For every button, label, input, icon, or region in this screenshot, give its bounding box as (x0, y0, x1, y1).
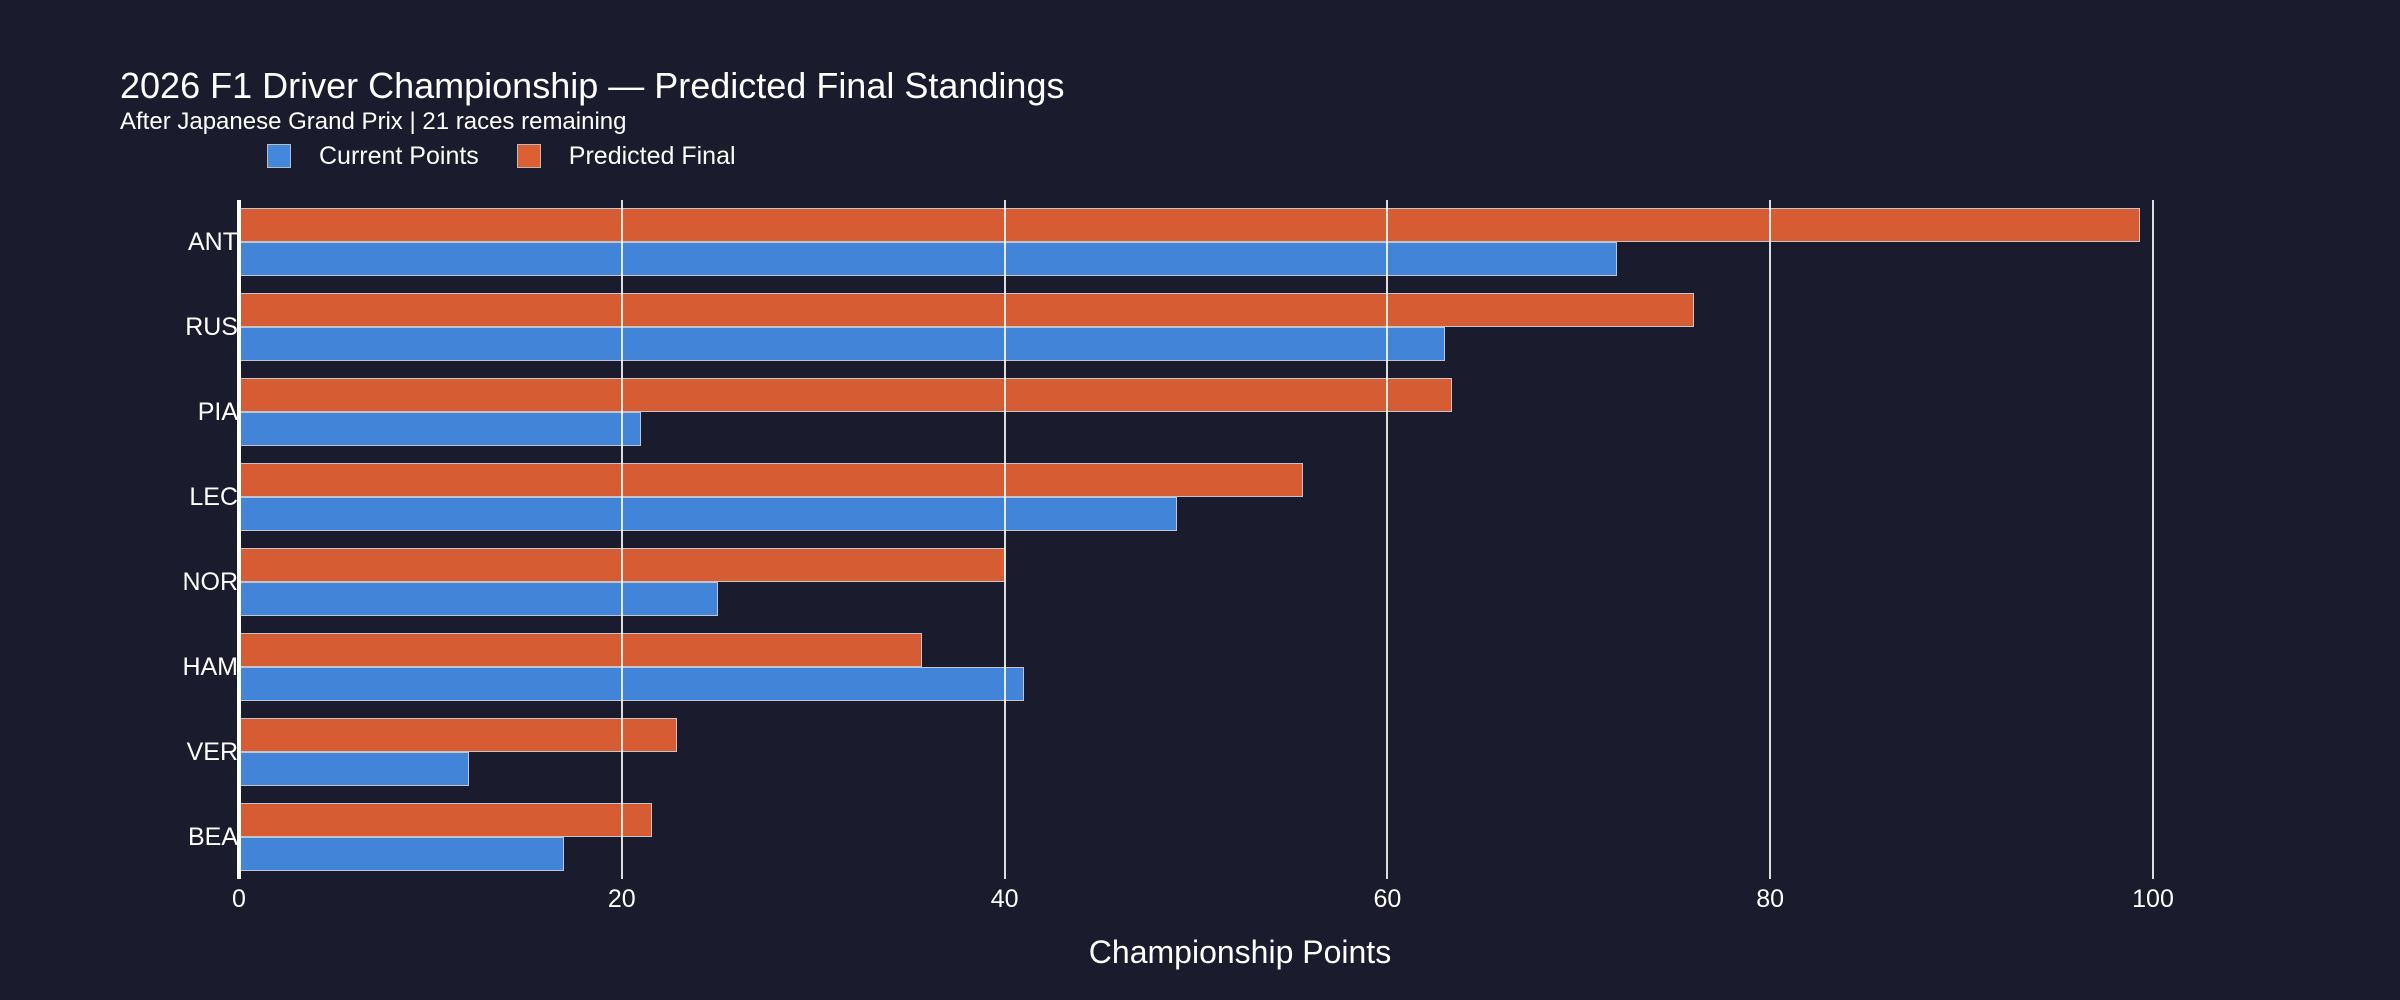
gridline (1003, 200, 1006, 879)
bar-predicted-ham (239, 633, 923, 668)
y-tick-label: HAM (182, 653, 238, 682)
x-tick-label: 60 (1373, 885, 1402, 913)
bar-predicted-lec (239, 463, 1304, 498)
bar-predicted-ver (239, 718, 678, 753)
x-tick-label: 100 (2132, 885, 2174, 913)
bar-current-rus (239, 327, 1445, 362)
y-tick-label: ANT (188, 228, 238, 256)
chart-title: 2026 F1 Driver Championship — Predicted … (120, 65, 1065, 106)
bar-current-ver (239, 752, 469, 787)
y-axis-line (237, 200, 241, 879)
gridline (1386, 200, 1389, 879)
legend-label-current: Current Points (319, 141, 479, 170)
bar-predicted-pia (239, 378, 1453, 413)
y-tick-label: LEC (189, 483, 238, 512)
bar-predicted-ant (239, 208, 2140, 242)
legend-swatch-current (267, 144, 291, 168)
gridline (1769, 200, 1772, 879)
gridline (620, 200, 623, 879)
bar-current-ham (239, 667, 1024, 702)
y-tick-label: RUS (185, 313, 238, 342)
x-tick-label: 80 (1756, 885, 1785, 913)
x-tick-label: 0 (232, 885, 246, 913)
bar-current-pia (239, 412, 641, 447)
chart-subtitle: After Japanese Grand Prix | 21 races rem… (120, 108, 627, 135)
bar-current-ant (239, 242, 1618, 276)
y-tick-label: BEA (187, 823, 238, 852)
bar-current-bea (239, 837, 565, 872)
bar-current-lec (239, 497, 1177, 532)
x-tick-label: 20 (607, 885, 636, 913)
bar-current-nor (239, 582, 718, 617)
legend-label-predicted: Predicted Final (568, 141, 736, 170)
legend-swatch-predicted (516, 144, 541, 168)
bar-predicted-bea (239, 803, 653, 838)
bar-predicted-rus (239, 293, 1694, 328)
y-tick-label: NOR (182, 568, 238, 597)
legend: Current Points Predicted Final (267, 141, 774, 171)
y-tick-label: VER (186, 738, 238, 767)
y-tick-label: PIA (197, 398, 238, 427)
x-axis-title: Championship Points (1088, 934, 1392, 970)
x-tick-label: 40 (990, 885, 1019, 913)
gridline (2152, 200, 2154, 879)
